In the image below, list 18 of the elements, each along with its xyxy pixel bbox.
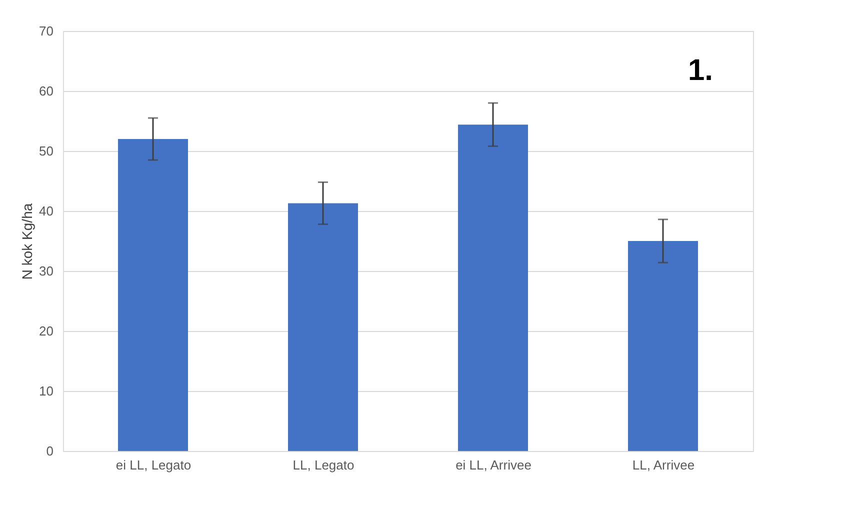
x-tick-label: LL, Arrivee — [632, 458, 695, 472]
y-tick-label: 40 — [39, 204, 54, 218]
y-tick-label: 0 — [46, 444, 54, 458]
x-tick-label: ei LL, Arrivee — [456, 458, 532, 472]
x-tick-label: LL, Legato — [292, 458, 354, 472]
annotation: 1. — [688, 54, 713, 87]
y-tick-label: 60 — [39, 84, 54, 98]
y-tick-label: 30 — [39, 264, 54, 278]
y-axis-title: N kok Kg/ha — [19, 203, 36, 280]
y-tick-label: 70 — [39, 24, 54, 38]
y-tick-label: 20 — [39, 324, 54, 338]
bar — [628, 241, 698, 451]
bar — [288, 203, 358, 451]
y-tick-label: 50 — [39, 144, 54, 158]
bar — [118, 139, 188, 451]
bar — [458, 124, 528, 451]
y-tick-label: 10 — [39, 384, 54, 398]
x-tick-label: ei LL, Legato — [116, 458, 192, 472]
